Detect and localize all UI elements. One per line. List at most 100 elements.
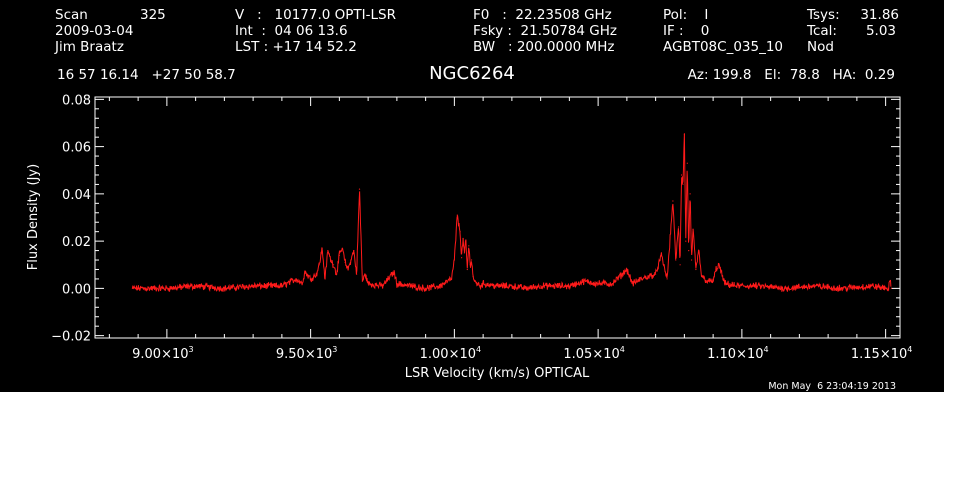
- spectrum-point: [166, 287, 168, 289]
- spectrum-point: [672, 200, 674, 202]
- spectrum-point: [701, 276, 703, 278]
- spectrum-point: [683, 134, 686, 136]
- spectrum-point: [462, 238, 464, 240]
- spectrum-point: [682, 183, 684, 185]
- scan-number: 325: [140, 7, 166, 23]
- spectrum-point: [597, 283, 599, 285]
- spectrum-point: [195, 285, 197, 287]
- tcal-label: Tcal:: [806, 23, 837, 39]
- x-tick-exponent: 4: [764, 345, 769, 354]
- spectrum-point: [396, 283, 398, 285]
- spectrum-point: [685, 240, 687, 242]
- y-tick-label: −0.02: [51, 330, 91, 345]
- spectrum-point: [310, 278, 312, 280]
- project-id: AGBT08C_035_10: [663, 39, 783, 55]
- spectrum-point: [252, 285, 254, 287]
- spectrum-point: [461, 257, 463, 259]
- spectrum-point: [660, 254, 663, 256]
- spectrum-point: [321, 247, 323, 249]
- plot-frame: [94, 96, 901, 339]
- spectrum-point: [453, 259, 455, 261]
- x-tick-mantissa: 1.00×10: [420, 347, 476, 362]
- x-tick-label: 1.10×104: [707, 345, 768, 362]
- series-layer: [131, 133, 893, 293]
- spectrum-point: [496, 285, 499, 287]
- y-tick-label: 0.00: [62, 282, 91, 297]
- spectrum-point: [611, 283, 614, 285]
- obs-date: 2009-03-04: [55, 23, 133, 39]
- spectrum-point: [341, 247, 343, 249]
- spectrum-point: [304, 271, 306, 273]
- spectrum-trace: [131, 133, 892, 293]
- y-tick-label: 0.02: [62, 235, 91, 250]
- spectrum-point: [471, 259, 473, 261]
- spectrum-point: [466, 268, 468, 271]
- pol-line: Pol: I: [663, 7, 708, 23]
- spectrum-point: [367, 283, 369, 285]
- spectrum-point: [425, 287, 427, 289]
- lst-line: LST : +17 14 52.2: [235, 39, 357, 55]
- spectrum-point: [393, 271, 395, 273]
- x-tick-mantissa: 1.15×10: [851, 347, 907, 362]
- spectrum-point: [131, 287, 133, 289]
- spectrum-point: [223, 287, 225, 289]
- spectrum-point: [364, 273, 366, 275]
- spectrum-point: [692, 228, 694, 230]
- x-tick-mantissa: 1.05×10: [563, 347, 619, 362]
- spectrum-point: [784, 287, 786, 289]
- spectrum-point: [735, 285, 737, 287]
- spectrum-point: [301, 283, 303, 285]
- spectrum-point: [890, 287, 893, 289]
- spectrum-point: [554, 285, 556, 287]
- x-tick-exponent: 4: [620, 345, 625, 354]
- spectrum-point: [695, 268, 697, 271]
- y-tick-label: 0.04: [62, 188, 91, 203]
- spectrum-point: [344, 261, 346, 263]
- y-tick-label: 0.08: [62, 93, 91, 108]
- spectrum-point: [887, 287, 890, 289]
- x-axis: 9.00×103 9.50×103 1.00×104 1.05×104 1.10×104…: [108, 97, 912, 362]
- y-axis-label: Flux Density (Jy): [26, 164, 41, 270]
- spectrum-point: [381, 285, 384, 287]
- spectrum-point: [689, 193, 691, 195]
- spectrum-point: [712, 280, 714, 282]
- spectrum-point: [525, 287, 527, 289]
- az-el-ha: Az: 199.8 El: 78.8 HA: 0.29: [688, 67, 895, 83]
- procedure: Nod: [807, 39, 834, 55]
- spectrum-point: [465, 240, 467, 242]
- spectrum-point: [469, 264, 471, 266]
- spectrum-point: [356, 273, 358, 275]
- x-tick-label: 9.50×103: [276, 345, 337, 362]
- spectrum-point: [468, 245, 470, 247]
- plot-panel: [0, 0, 944, 392]
- tsys-label: Tsys:: [806, 7, 840, 23]
- spectrum-point: [675, 259, 677, 261]
- spectrum-point: [679, 264, 681, 266]
- x-tick-exponent: 3: [332, 345, 337, 354]
- x-tick-exponent: 4: [476, 345, 481, 354]
- y-axis: −0.02 0.00 0.02 0.04 0.06 0.08: [51, 93, 900, 345]
- spectrum-point: [540, 285, 542, 287]
- x-tick-mantissa: 9.00×10: [132, 347, 188, 362]
- x-tick-exponent: 3: [189, 345, 194, 354]
- x-axis-label: LSR Velocity (km/s) OPTICAL: [405, 366, 590, 381]
- spectrum-point: [640, 278, 642, 280]
- spectrum-point: [463, 252, 465, 254]
- spectrum-point: [330, 259, 332, 261]
- fsky-line: Fsky : 21.50784 GHz: [473, 23, 617, 39]
- spectrum-point: [315, 273, 317, 275]
- spectrum-point: [666, 278, 668, 280]
- spectrum-point: [473, 280, 476, 282]
- spectrum-point: [678, 226, 680, 228]
- spectrum-point: [472, 276, 474, 278]
- spectrum-point: [724, 283, 726, 285]
- x-tick-label: 9.00×103: [132, 345, 193, 362]
- spectrum-point: [718, 264, 720, 266]
- bw-line: BW : 200.0000 MHz: [473, 39, 614, 55]
- spectrum-point: [715, 268, 717, 271]
- spectrum-point: [889, 280, 891, 282]
- spectrum-point: [870, 285, 872, 287]
- spectrum-point: [295, 278, 297, 280]
- spectrum-point: [350, 259, 352, 261]
- x-tick-label: 1.00×104: [420, 345, 481, 362]
